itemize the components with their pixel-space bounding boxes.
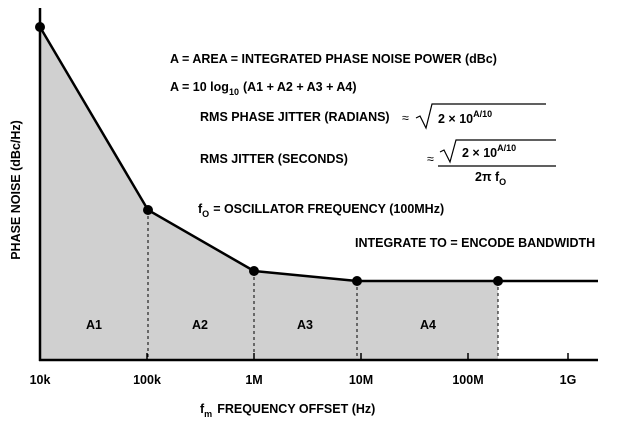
x-tick-label: 100k [133,373,161,387]
phase-jitter-label: RMS PHASE JITTER (RADIANS) [200,110,390,124]
sqrt-sign [415,103,546,130]
phase-noise-curve [38,26,598,283]
oscillator-note: fO = OSCILLATOR FREQUENCY (100MHz) [198,202,444,219]
area-label: A2 [192,318,208,332]
jitter-numerator: 2 × 10A/10 [462,143,516,160]
x-ticks [146,353,569,360]
approx-sign: ≈ [402,111,409,125]
area-label: A3 [297,318,313,332]
area-labels: A1 A2 A3 A4 [86,318,436,332]
y-axis-label: PHASE NOISE (dBc/Hz) [9,120,23,260]
area-definition: A = AREA = INTEGRATED PHASE NOISE POWER … [170,52,497,66]
area-formula: A = 10 log10 (A1 + A2 + A3 + A4) [170,80,357,97]
x-tick-label: 10k [30,373,51,387]
area-dividers [147,210,499,360]
x-tick-label: 10M [349,373,373,387]
curve-points [35,22,503,286]
integrated-area [40,27,498,360]
approx-sign: ≈ [427,152,434,166]
area-label: A4 [420,318,436,332]
integrate-note: INTEGRATE TO = ENCODE BANDWIDTH [355,236,595,250]
area-label: A1 [86,318,102,332]
sqrt-sign [439,139,556,164]
axes [38,8,598,362]
x-tick-labels: 10k 100k 1M 10M 100M 1G [30,373,577,387]
x-tick-label: 100M [452,373,483,387]
x-axis-label: fm FREQUENCY OFFSET (Hz) [200,402,375,419]
phase-jitter-formula: 2 × 10A/10 [438,109,492,126]
x-tick-label: 1G [560,373,577,387]
x-tick-label: 1M [245,373,262,387]
jitter-denominator: 2π fO [475,170,506,187]
jitter-label: RMS JITTER (SECONDS) [200,152,348,166]
